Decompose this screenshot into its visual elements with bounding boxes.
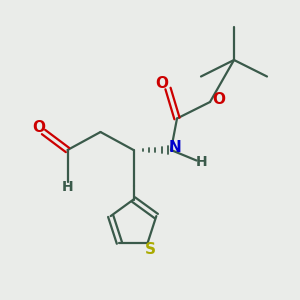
Text: S: S bbox=[145, 242, 156, 257]
Text: O: O bbox=[155, 76, 169, 92]
Text: H: H bbox=[196, 155, 208, 169]
Text: N: N bbox=[168, 140, 181, 155]
Text: O: O bbox=[32, 120, 46, 135]
Text: O: O bbox=[212, 92, 225, 106]
Text: H: H bbox=[62, 180, 73, 194]
